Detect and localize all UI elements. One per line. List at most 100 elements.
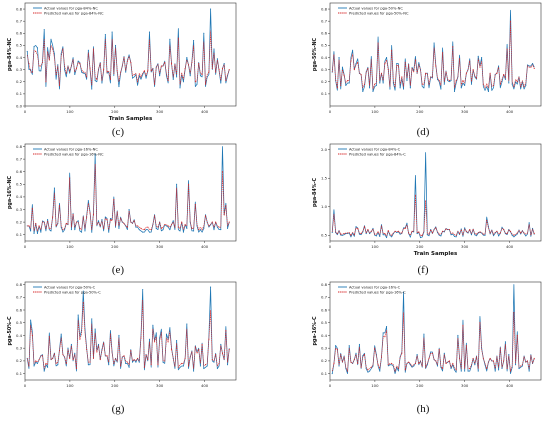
data-point: [113, 362, 115, 365]
legend-actual-label: Actual values for pga-16%-C: [349, 285, 401, 289]
data-point: [435, 360, 437, 362]
data-point: [489, 357, 491, 359]
data-point: [355, 352, 357, 354]
data-point: [533, 67, 535, 69]
data-point: [204, 83, 207, 85]
data-point: [53, 187, 55, 189]
data-point: [506, 48, 508, 50]
data-point: [208, 71, 210, 73]
data-point: [133, 73, 135, 76]
plot-frame: [329, 2, 542, 107]
data-point: [52, 357, 54, 359]
data-point: [425, 72, 427, 74]
data-point: [108, 231, 110, 233]
data-point: [130, 350, 132, 352]
data-point: [130, 61, 132, 63]
x-tick-label: 400: [201, 383, 209, 388]
data-point: [440, 235, 442, 237]
data-point: [179, 87, 181, 89]
y-tick-label: 0.5: [321, 43, 328, 48]
data-point: [428, 83, 430, 85]
x-tick-label: 100: [371, 383, 379, 388]
y-tick-label: 0.4: [321, 333, 328, 338]
data-point: [416, 233, 418, 235]
data-point: [348, 345, 350, 347]
predicted-series-markers: [333, 311, 535, 372]
data-point: [133, 220, 135, 222]
data-point: [96, 78, 98, 80]
x-tick-label: 100: [66, 244, 74, 249]
data-point: [193, 370, 195, 372]
data-point: [36, 362, 38, 365]
data-point: [45, 81, 47, 83]
data-point: [86, 216, 88, 218]
data-point: [35, 50, 37, 53]
y-tick-label: 0.5: [16, 43, 23, 48]
data-point: [225, 80, 227, 82]
data-point: [423, 87, 425, 89]
data-point: [199, 365, 201, 367]
data-point: [370, 59, 372, 61]
data-point: [109, 333, 111, 335]
data-point: [62, 48, 64, 50]
data-point: [215, 353, 217, 356]
data-point: [154, 83, 156, 85]
data-point: [333, 214, 335, 216]
data-point: [118, 334, 120, 337]
data-point: [140, 227, 142, 229]
data-point: [211, 221, 213, 223]
data-point: [137, 81, 139, 83]
data-point: [181, 72, 183, 74]
data-point: [475, 233, 478, 235]
data-point: [164, 360, 166, 362]
data-point: [99, 225, 101, 227]
data-point: [86, 76, 88, 78]
data-point: [64, 229, 66, 231]
data-point: [345, 84, 347, 86]
data-point: [462, 80, 464, 82]
data-point: [482, 233, 484, 235]
data-point: [57, 364, 59, 366]
data-point: [174, 64, 176, 66]
data-point: [210, 286, 212, 288]
data-point: [523, 86, 525, 88]
data-point: [94, 328, 96, 330]
data-point: [133, 359, 135, 361]
data-point: [391, 49, 393, 51]
data-point: [369, 233, 371, 235]
data-point: [489, 72, 491, 74]
data-point: [125, 362, 127, 365]
data-point: [43, 370, 45, 372]
data-point: [494, 370, 496, 372]
data-point: [448, 80, 450, 82]
data-point: [453, 369, 456, 371]
data-point: [382, 332, 384, 334]
data-point: [148, 338, 151, 340]
data-point: [60, 333, 62, 335]
data-point: [503, 360, 505, 362]
data-point: [40, 231, 42, 233]
data-point: [338, 56, 340, 59]
data-point: [358, 343, 360, 345]
data-point: [465, 345, 467, 347]
data-point: [60, 226, 62, 228]
data-point: [341, 234, 343, 236]
data-point: [94, 80, 96, 82]
data-point: [465, 230, 467, 232]
data-point: [496, 230, 498, 232]
data-point: [113, 198, 115, 200]
data-point: [481, 56, 483, 59]
data-point: [41, 61, 44, 63]
data-point: [360, 366, 362, 368]
data-point: [397, 230, 400, 232]
data-point: [36, 47, 38, 49]
data-point: [41, 355, 44, 357]
data-point: [467, 232, 469, 234]
predicted-series-markers: [28, 301, 230, 370]
data-point: [438, 233, 440, 235]
x-tick-label: 400: [506, 244, 514, 249]
data-point: [182, 231, 184, 233]
data-point: [77, 60, 79, 62]
data-point: [431, 352, 433, 354]
data-point: [106, 219, 108, 221]
